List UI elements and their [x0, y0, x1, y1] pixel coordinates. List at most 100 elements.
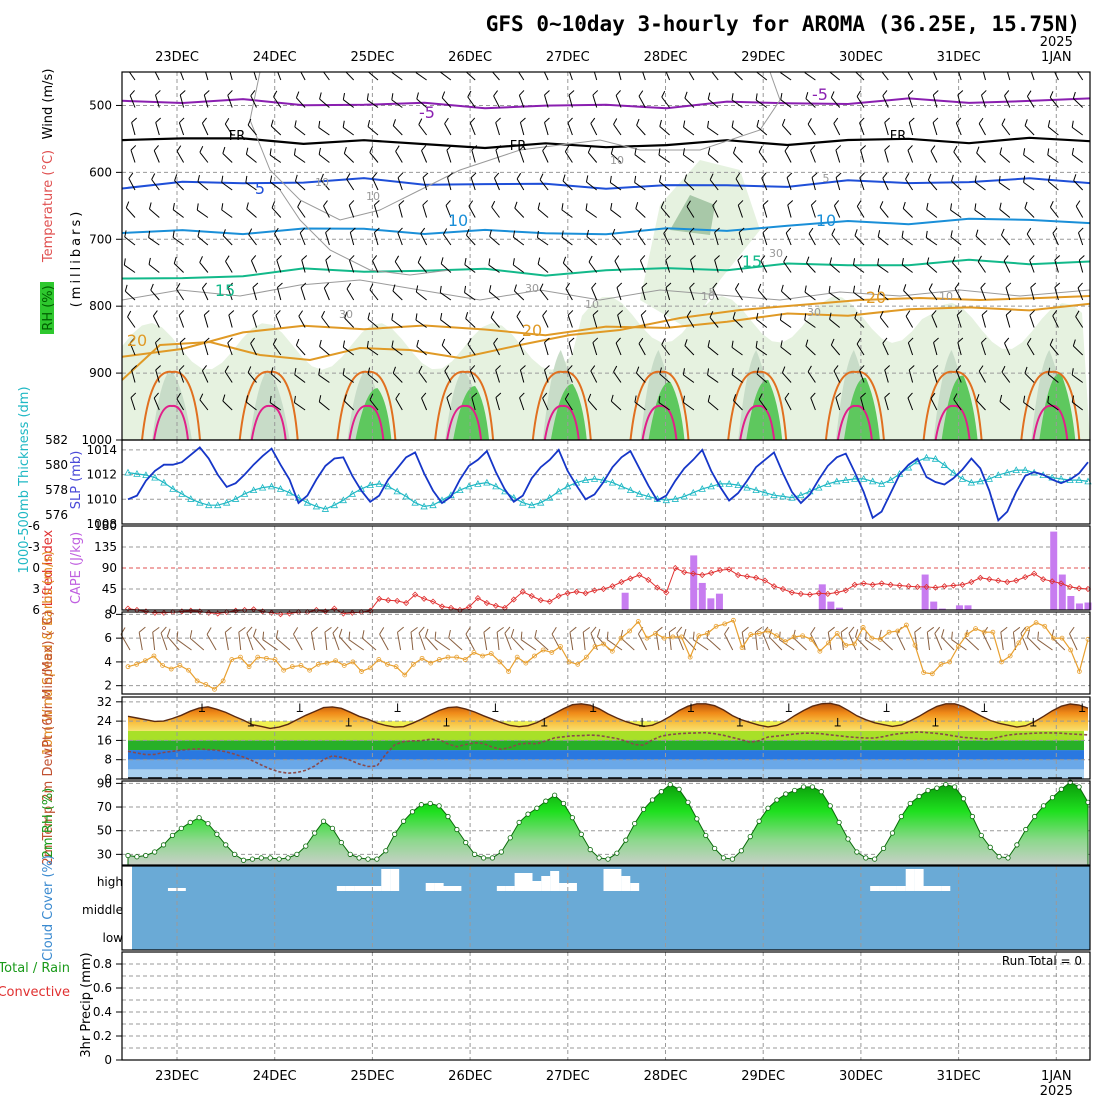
wind-barb-flag: [663, 227, 669, 234]
wind-barb-staff: [1026, 96, 1035, 108]
wind-barb: [349, 227, 356, 246]
wind-barb-staff: [659, 181, 670, 191]
wind-barb-flag: [762, 227, 769, 233]
wind-barb-staff: [757, 289, 768, 301]
wind-barb-staff: [250, 95, 257, 108]
wind-barb: [804, 285, 816, 301]
wind-barb: [1077, 282, 1084, 301]
wind-barb-staff: [1049, 97, 1059, 108]
wind-barb-staff: [831, 234, 841, 246]
wind-barb-staff: [464, 264, 476, 273]
lifted-index-point: [429, 598, 437, 605]
total-rain-label: Total / Rain: [0, 961, 70, 976]
surface-wind-barb: [840, 626, 848, 651]
wind-barb: [954, 282, 962, 301]
wind-barb-staff: [446, 149, 452, 163]
wind-barb-staff: [707, 346, 719, 356]
wind-barb-flag: [587, 393, 592, 401]
isotherm-FR: [122, 136, 1090, 150]
lifted-index-point: [968, 578, 975, 586]
y-tick-label: 600: [89, 165, 112, 179]
wind-barb-staff: [925, 237, 938, 246]
li-tick-label: 3: [32, 582, 40, 596]
wind-speed-point: [160, 663, 165, 668]
wind-barb: [660, 201, 670, 218]
rh-point: [169, 832, 176, 839]
wind-barb-staff: [1001, 371, 1011, 383]
thickness-point: [1021, 466, 1029, 473]
wind-barb-staff: [416, 346, 427, 356]
wind-barb-flag: [440, 257, 444, 264]
wind-barb-flag: [271, 201, 276, 209]
barb-staff: [1027, 636, 1041, 651]
wind-barb-flag: [1023, 148, 1026, 155]
wind-barb-flag: [925, 230, 928, 238]
wind-speed-point: [653, 630, 658, 636]
wind-barb-flag: [953, 393, 958, 400]
wind-barb-staff: [1071, 374, 1083, 383]
wind-barb-flag: [811, 172, 818, 178]
wind-barb-staff: [587, 152, 598, 163]
wind-barb: [810, 392, 816, 411]
thickness-point: [267, 482, 276, 490]
wind-barb-staff: [129, 342, 136, 356]
cloud-bar-high: [630, 883, 640, 891]
wind-barb-staff: [518, 342, 525, 356]
wind-barb: [786, 172, 793, 191]
barb-staff: [965, 637, 980, 651]
wind-barb-flag: [202, 117, 207, 124]
wind-barb: [1005, 72, 1011, 81]
wind-barb: [366, 93, 379, 108]
barb-staff: [483, 632, 488, 651]
wind-barb: [734, 283, 743, 301]
wind-barb-flag: [420, 227, 426, 234]
wind-barb-staff: [125, 290, 136, 301]
wind-barb-flag: [1024, 366, 1028, 374]
y-tick-label: 0.6: [93, 981, 112, 995]
barb-staff: [293, 634, 303, 651]
barb-staff: [1037, 639, 1053, 651]
wind-barb: [976, 146, 986, 163]
wind-barb-flag: [884, 392, 890, 398]
wind-speed-point: [186, 667, 191, 673]
wind-barb: [293, 148, 306, 163]
surface-wind-barb: [1020, 626, 1029, 651]
wind-barb-staff: [415, 319, 427, 328]
thickness-point: [707, 482, 715, 490]
barb-staff: [620, 637, 635, 651]
barb-flag: [865, 631, 867, 640]
wind-barb-flag: [830, 91, 835, 98]
wind-speed-point: [376, 657, 382, 662]
thickness-point: [590, 475, 599, 482]
wind-speed-point: [341, 663, 347, 668]
barb-flag: [941, 629, 945, 638]
wind-barb-flag: [173, 256, 177, 264]
rh-point: [756, 818, 762, 824]
wind-barb-flag: [682, 148, 685, 155]
wind-barb-staff: [976, 400, 986, 411]
wind-barb: [928, 283, 938, 301]
lifted-index-point: [519, 588, 526, 595]
wind-barb-staff: [464, 292, 476, 301]
wind-barb-flag: [707, 340, 711, 347]
wind-barb-staff: [879, 207, 889, 218]
wind-barb-flag: [470, 172, 477, 178]
wind-barb-staff: [418, 124, 427, 136]
wind-barb-staff: [835, 397, 841, 411]
wind-speed-point: [263, 655, 269, 661]
wind-barb-flag: [374, 227, 380, 233]
rh-contour: [249, 72, 781, 221]
wind-barb: [901, 230, 913, 246]
wind-barb-flag: [197, 175, 200, 182]
wind-speed-point: [566, 659, 572, 665]
wind-barb-flag: [879, 310, 884, 318]
wind-barb: [366, 340, 379, 356]
wind-barb: [807, 365, 816, 383]
barb-flag: [160, 626, 167, 634]
wind-barb-staff: [690, 259, 695, 273]
wind-barb-staff: [684, 97, 695, 108]
barb-staff: [510, 636, 524, 651]
lifted-index-point: [564, 590, 571, 597]
wind-barb-staff: [756, 373, 768, 383]
cloud-bar-high: [541, 876, 551, 891]
